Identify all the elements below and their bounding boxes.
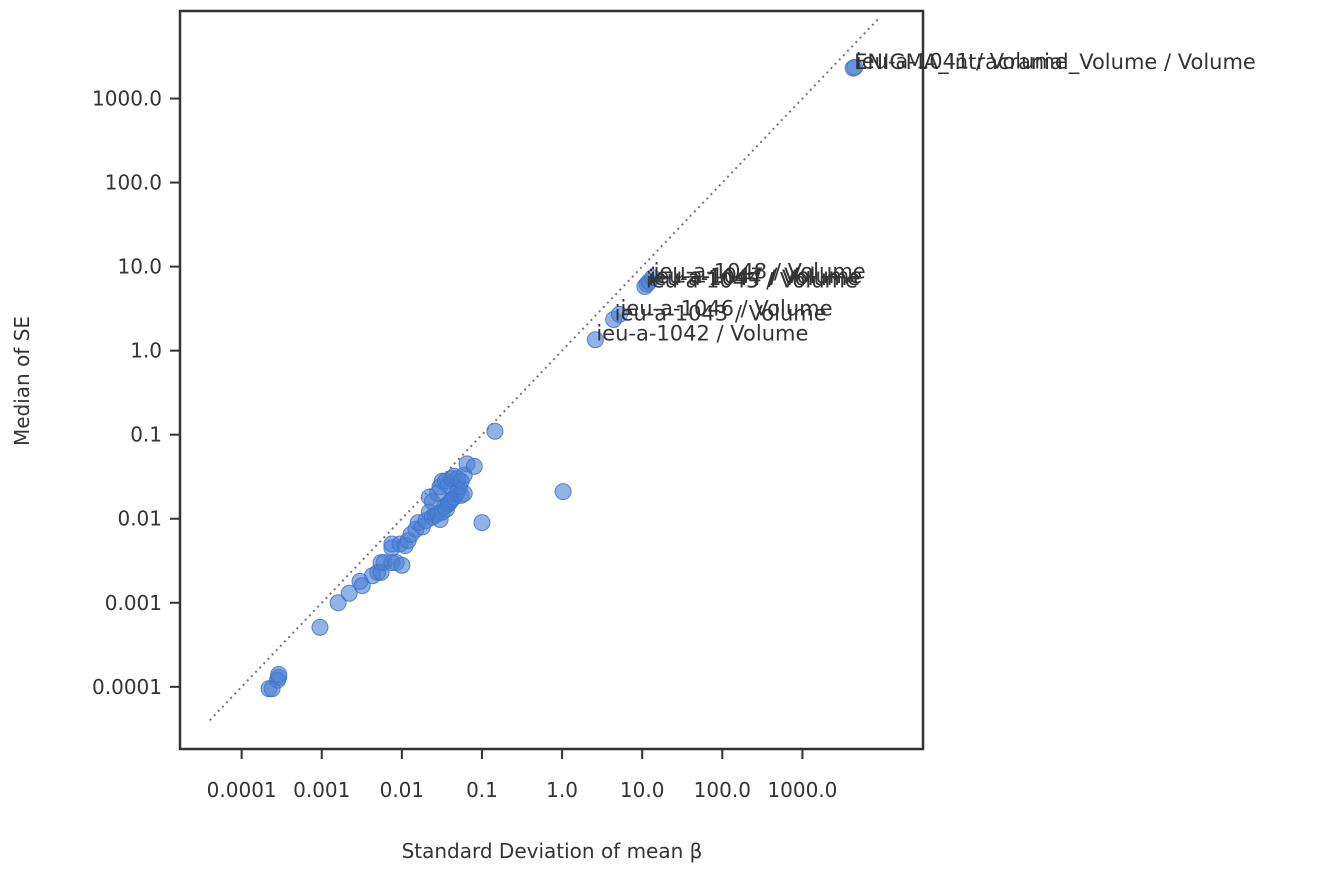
data-point	[586, 331, 604, 349]
data-point	[311, 618, 329, 636]
data-point	[393, 556, 411, 574]
point-label: ieu-a-1046 / Volume	[620, 296, 832, 320]
x-tick-label: 100.0	[694, 778, 751, 802]
reference-line-layer	[209, 17, 880, 721]
x-tick-label: 1000.0	[767, 778, 837, 802]
y-tick-label: 0.0001	[92, 675, 162, 699]
y-tick-label: 0.01	[117, 507, 162, 531]
x-axis-title: Standard Deviation of mean β	[402, 839, 703, 863]
data-point	[554, 483, 572, 501]
data-point	[270, 666, 288, 684]
x-tick-label: 1.0	[546, 778, 578, 802]
data-point	[486, 422, 504, 440]
x-axis-ticks: 0.0001 0.001 0.01 0.1 1.0 10.0 100.0 1000.0	[207, 749, 837, 802]
data-point	[644, 269, 662, 287]
y-axis-ticks: 0.0001 0.001 0.01 0.1 1.0 10.0 100.0 1000.0	[92, 87, 180, 699]
point-label: ieu-a-1044 / Volume	[648, 266, 860, 290]
data-point	[473, 514, 491, 532]
x-tick-label: 10.0	[620, 778, 665, 802]
data-point	[353, 577, 371, 595]
identity-reference-line	[209, 17, 880, 721]
y-tick-label: 100.0	[105, 171, 162, 195]
x-tick-label: 0.001	[293, 778, 350, 802]
point-label: ieu-a-1042 / Volume	[596, 322, 808, 346]
x-tick-label: 0.0001	[207, 778, 277, 802]
data-point	[846, 58, 864, 76]
x-tick-label: 0.1	[466, 778, 498, 802]
y-axis-title: Median of SE	[10, 316, 34, 446]
point-label: ENIGMA_Intracranial_Volume / Volume	[854, 50, 1256, 75]
y-tick-label: 1000.0	[92, 87, 162, 111]
point-label: ieu-a-1045 / Volume	[646, 268, 858, 292]
point-label: ieu-a-1043 / Volume	[615, 301, 827, 325]
data-point	[340, 584, 358, 602]
y-tick-label: 1.0	[130, 339, 162, 363]
points-layer	[260, 58, 864, 698]
y-tick-label: 0.001	[105, 591, 162, 615]
x-tick-label: 0.01	[380, 778, 425, 802]
data-point	[329, 594, 347, 612]
point-label: ieu-a-1048 / Volume	[654, 260, 866, 284]
y-tick-label: 0.1	[130, 423, 162, 447]
data-point	[465, 457, 483, 475]
point-label: ieu-a-1047 / Volume	[650, 264, 862, 288]
data-point	[610, 305, 628, 323]
point-label: ieu-a-1041 / Volume	[856, 49, 1068, 73]
y-tick-label: 10.0	[117, 255, 162, 279]
plot-frame	[178, 9, 925, 751]
